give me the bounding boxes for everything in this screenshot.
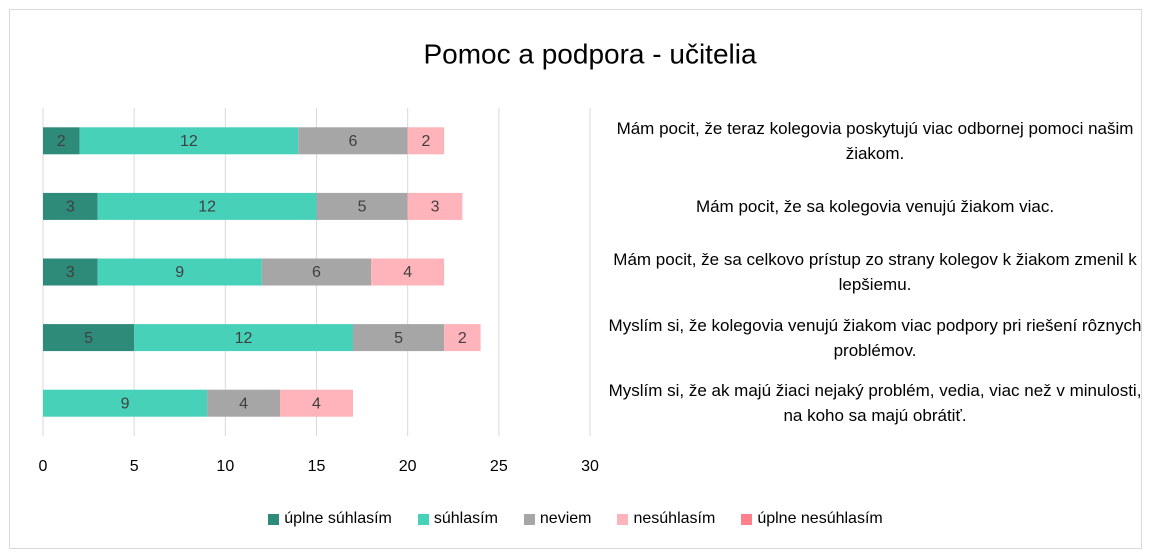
x-tick-label: 20 bbox=[399, 458, 417, 475]
legend-label: nesúhlasím bbox=[633, 510, 716, 527]
chart-title: Pomoc a podpora - učitelia bbox=[423, 38, 757, 69]
data-label: 2 bbox=[421, 133, 430, 150]
data-label: 3 bbox=[66, 264, 75, 281]
data-label: 4 bbox=[239, 395, 248, 412]
data-label: 5 bbox=[84, 330, 93, 347]
category-label: Mám pocit, že sa celkovo prístup zo stra… bbox=[613, 249, 1137, 294]
bar-segment bbox=[97, 258, 262, 286]
legend-swatch bbox=[523, 513, 535, 525]
legend-swatch bbox=[268, 513, 280, 525]
data-label: 9 bbox=[175, 264, 184, 281]
data-label: 6 bbox=[312, 264, 321, 281]
bar-segment bbox=[298, 127, 408, 155]
data-label: 12 bbox=[198, 199, 216, 216]
bar-segment bbox=[444, 324, 481, 352]
bar-segment bbox=[316, 192, 408, 220]
bar-segment bbox=[407, 192, 463, 220]
legend-label: úplne súhlasím bbox=[284, 510, 392, 527]
data-label: 12 bbox=[235, 330, 253, 347]
category-label: Myslím si, že kolegovia venujú žiakom vi… bbox=[608, 315, 1142, 360]
legend-item: súhlasím bbox=[417, 510, 498, 528]
data-label: 5 bbox=[358, 199, 367, 216]
x-tick-label: 15 bbox=[308, 458, 326, 475]
bar-segment bbox=[79, 127, 299, 155]
legend-label: súhlasím bbox=[433, 510, 498, 527]
x-tick-label: 10 bbox=[216, 458, 234, 475]
bar-segment bbox=[280, 389, 353, 417]
data-label: 3 bbox=[66, 199, 75, 216]
data-label: 3 bbox=[431, 199, 440, 216]
data-label: 9 bbox=[121, 395, 130, 412]
x-tick-label: 25 bbox=[490, 458, 508, 475]
category-label: Myslím si, že ak majú žiaci nejaký probl… bbox=[608, 381, 1142, 426]
legend-item: nesúhlasím bbox=[617, 510, 715, 528]
legend-label: úplne nesúhlasím bbox=[757, 510, 883, 527]
data-label: 5 bbox=[394, 330, 403, 347]
bar-segment bbox=[352, 324, 445, 352]
category-label: Mám pocit, že sa kolegovia venujú žiakom… bbox=[695, 196, 1055, 216]
data-label: 2 bbox=[458, 330, 467, 347]
data-label: 4 bbox=[312, 395, 321, 412]
legend-swatch bbox=[617, 513, 629, 525]
x-tick-label: 0 bbox=[39, 458, 48, 475]
bar-segment bbox=[97, 192, 317, 220]
data-label: 2 bbox=[57, 133, 66, 150]
category-label: Mám pocit, že teraz kolegovia poskytujú … bbox=[616, 118, 1134, 163]
bar-segment bbox=[261, 258, 372, 286]
legend-item: úplne nesúhlasím bbox=[741, 510, 883, 528]
legend-swatch bbox=[741, 513, 753, 525]
x-tick-label: 30 bbox=[581, 458, 599, 475]
data-label: 6 bbox=[349, 133, 358, 150]
bar-segment bbox=[43, 389, 208, 417]
legend-item: úplne súhlasím bbox=[268, 510, 392, 528]
bar-segment bbox=[43, 324, 135, 352]
bar-segment bbox=[134, 324, 353, 352]
legend: úplne súhlasím súhlasím neviem nesúhlasím úp… bbox=[0, 510, 1151, 528]
bar-segment bbox=[43, 258, 98, 286]
legend-item: neviem bbox=[523, 510, 592, 528]
legend-label: neviem bbox=[539, 510, 592, 527]
chart-border bbox=[9, 9, 1142, 549]
x-tick-label: 5 bbox=[130, 458, 139, 475]
bar-segment bbox=[207, 389, 281, 417]
bar-segment bbox=[407, 127, 445, 155]
legend-swatch bbox=[417, 513, 429, 525]
data-label: 12 bbox=[180, 133, 198, 150]
bar-segment bbox=[43, 127, 80, 155]
bar-segment bbox=[371, 258, 445, 286]
bar-segment bbox=[43, 192, 98, 220]
data-label: 4 bbox=[403, 264, 412, 281]
